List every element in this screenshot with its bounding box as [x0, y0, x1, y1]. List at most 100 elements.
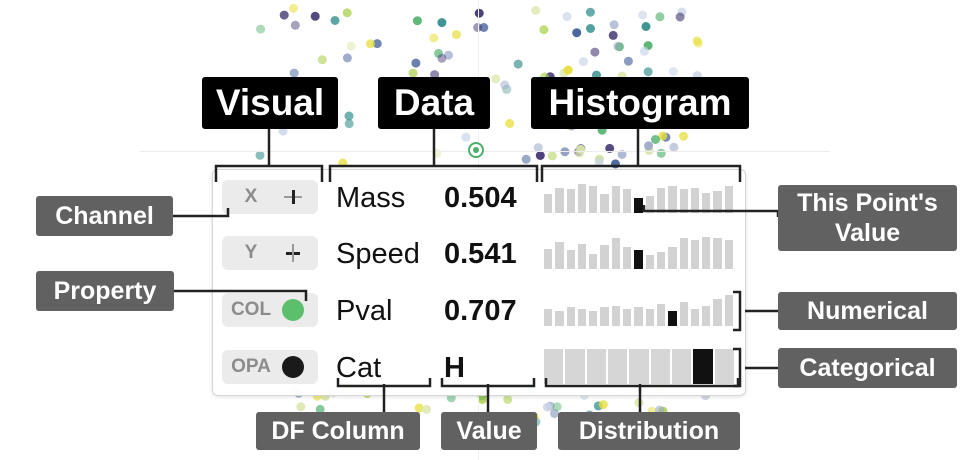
scatter-point: [644, 141, 654, 151]
category-segment: [650, 349, 670, 384]
histogram-bar: [656, 252, 666, 269]
histogram-bar: [679, 189, 688, 213]
property-name-cat: Cat: [336, 352, 382, 384]
scatter-point: [346, 41, 356, 51]
histogram-bar: [600, 194, 609, 213]
histogram-bar: [679, 238, 688, 269]
scatter-point: [422, 404, 432, 414]
label-distribution: Distribution: [558, 412, 740, 450]
scatter-point: [586, 24, 595, 33]
scatter-point: [477, 394, 487, 404]
histogram-pval: [544, 292, 736, 326]
histogram-bar-current: [668, 310, 677, 326]
property-value-cat: H: [444, 352, 465, 384]
histogram-bar: [623, 246, 632, 269]
scatter-point: [669, 142, 679, 152]
scatter-point: [430, 70, 440, 80]
label-df-column: DF Column: [256, 412, 420, 450]
histogram-bar-current: [634, 197, 643, 213]
x-axis-icon: [280, 184, 306, 210]
opacity-dot-icon: [280, 354, 306, 380]
scatter-point: [317, 55, 327, 65]
scatter-point: [503, 394, 513, 404]
scatter-point: [372, 39, 382, 49]
selected-point-marker[interactable]: [468, 142, 484, 158]
histogram-bar: [679, 302, 688, 326]
scatter-point: [608, 30, 618, 40]
scatter-point: [502, 84, 512, 94]
channel-chip-x[interactable]: X: [222, 180, 318, 214]
histogram-bar: [713, 298, 722, 326]
histogram-bar: [645, 255, 654, 269]
scatter-point: [315, 404, 325, 414]
scatter-point: [668, 67, 678, 76]
histogram-bar: [656, 187, 666, 213]
histogram-speed: [544, 235, 736, 269]
scatter-point: [585, 7, 595, 17]
property-name-speed: Speed: [336, 238, 420, 270]
category-segment: [586, 349, 606, 384]
histogram-bar: [577, 243, 587, 269]
scatter-point: [594, 157, 604, 167]
property-name-pval: Pval: [336, 295, 393, 327]
category-segment: [565, 349, 585, 384]
scatter-point: [605, 143, 615, 153]
scatter-point: [552, 402, 562, 412]
histogram-bar: [544, 194, 553, 213]
scatter-point: [414, 403, 424, 413]
scatter-point: [562, 12, 572, 22]
scatter-point: [344, 119, 354, 129]
channel-chip-opacity[interactable]: OPA: [222, 350, 318, 384]
category-segment: [608, 349, 628, 384]
channel-label: Y: [244, 242, 258, 263]
histogram-bar: [645, 196, 654, 213]
scatter-point: [609, 20, 619, 30]
categorical-distribution: [544, 349, 736, 384]
scatter-point: [617, 150, 627, 159]
category-segment: [544, 349, 564, 384]
category-segment-current: [693, 349, 713, 384]
scatter-point: [623, 56, 633, 66]
channel-chip-y[interactable]: Y: [222, 236, 318, 270]
scatter-point: [675, 12, 685, 22]
scatter-point: [289, 68, 299, 78]
histogram-bar: [566, 250, 575, 269]
scatter-point: [641, 22, 651, 31]
label-categorical: Categorical: [778, 348, 957, 388]
scatter-point: [310, 11, 320, 21]
histogram-mass: [544, 179, 736, 213]
scatter-point: [613, 41, 623, 51]
scatter-point: [330, 16, 340, 25]
histogram-bar: [656, 303, 666, 326]
scatter-point: [639, 46, 649, 56]
histogram-bar: [566, 307, 575, 326]
label-property: Property: [36, 271, 174, 311]
scatter-point: [491, 74, 501, 84]
histogram-bar: [724, 295, 733, 326]
y-axis-icon: [280, 240, 306, 266]
scatter-point: [479, 23, 489, 32]
category-segment: [714, 349, 734, 384]
color-dot-icon: [280, 297, 306, 323]
scatter-point: [474, 8, 484, 18]
histogram-bar: [724, 185, 733, 213]
histogram-bar: [623, 309, 632, 326]
scatter-point: [547, 151, 557, 161]
scatter-gridline: [140, 151, 830, 152]
histogram-bar: [702, 236, 711, 269]
histogram-bar: [555, 310, 564, 326]
scatter-point: [578, 57, 588, 67]
histogram-bar: [634, 307, 643, 326]
histogram-bar: [713, 190, 722, 213]
channel-chip-color[interactable]: COL: [222, 293, 318, 327]
scatter-point: [289, 3, 298, 13]
histogram-bar: [555, 187, 564, 213]
histogram-bar: [668, 246, 677, 269]
scatter-point: [505, 119, 515, 128]
scatter-point: [342, 53, 352, 63]
scatter-point: [542, 402, 552, 412]
scatter-point: [408, 68, 418, 78]
histogram-bar-current: [634, 250, 643, 269]
category-segment: [672, 349, 692, 384]
histogram-bar: [589, 185, 598, 213]
